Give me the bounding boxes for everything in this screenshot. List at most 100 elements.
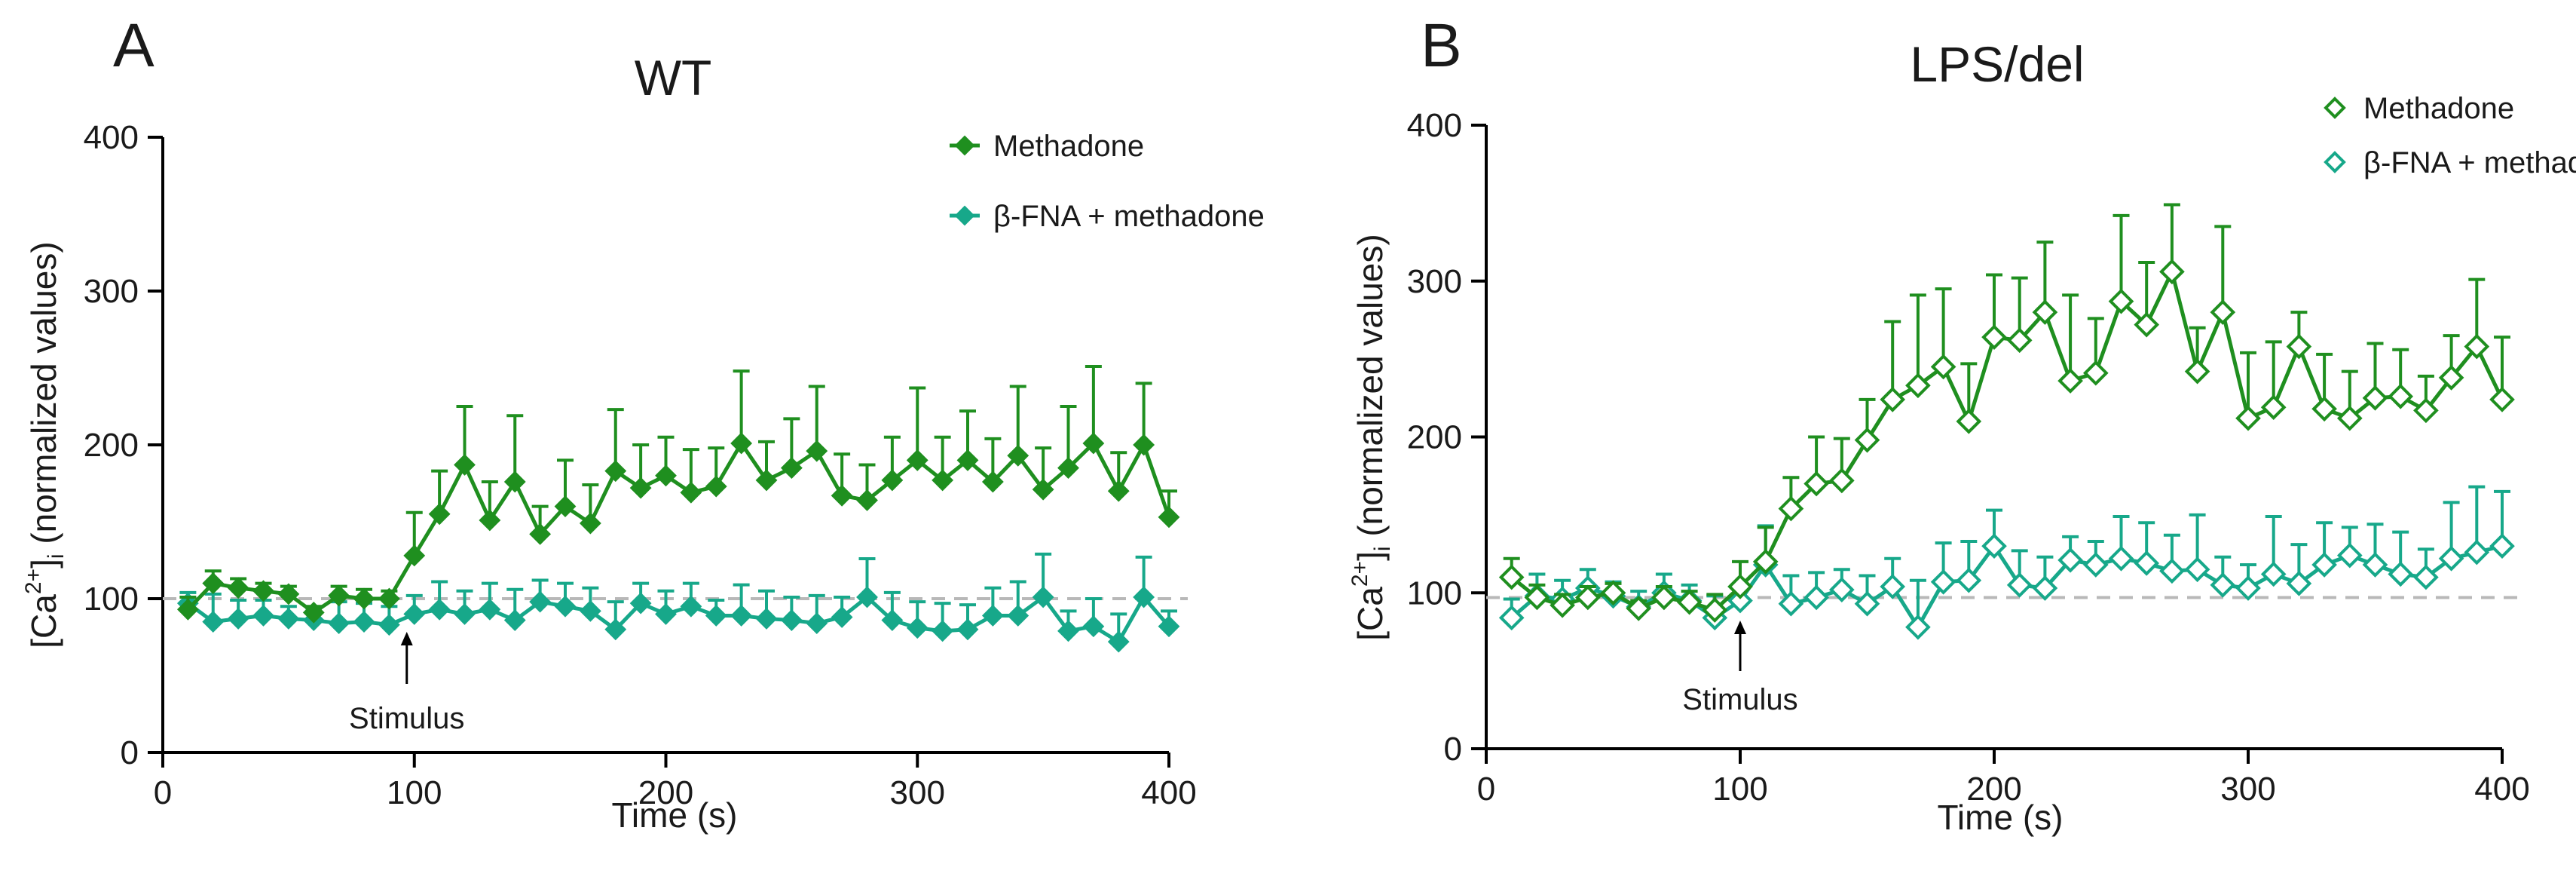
data-point <box>1032 478 1054 501</box>
data-point <box>604 618 627 641</box>
data-point <box>856 586 878 608</box>
panel-b: B LPS/del 0 100 200 300 400 0 100 200 300 400 St… <box>1348 11 2576 837</box>
data-point <box>1956 567 1982 593</box>
series-layer-b <box>1498 203 2515 640</box>
data-point <box>1854 590 1880 617</box>
data-point <box>529 590 552 613</box>
data-point <box>2032 299 2058 325</box>
series-layer-a <box>176 364 1180 653</box>
data-point <box>2057 368 2083 394</box>
data-point <box>2311 396 2337 422</box>
x-axis-label-a: Time (s) <box>612 795 738 835</box>
y-tick-label: 400 <box>84 119 139 156</box>
data-point <box>2286 571 2312 596</box>
y-axis-label-subscript: i <box>44 553 69 559</box>
data-point <box>881 609 904 631</box>
data-point <box>1702 597 1728 623</box>
data-point <box>856 489 878 511</box>
data-point <box>2032 575 2058 601</box>
data-point <box>2464 539 2490 566</box>
data-point <box>2438 545 2464 572</box>
data-point <box>454 602 476 625</box>
x-tick-label: 200 <box>1966 771 2021 808</box>
data-point <box>1804 584 1829 611</box>
y-axis-label-a: [Ca2+]i (normalized values) <box>21 241 69 648</box>
y-axis-label-part: (normalized values) <box>1351 234 1390 546</box>
data-point <box>780 609 803 631</box>
data-point <box>1930 354 1956 380</box>
y-axis-label-subscript: i <box>1370 546 1395 551</box>
y-axis-label-b: [Ca2+]i (normalized values) <box>1348 234 1395 640</box>
data-point <box>1107 480 1130 502</box>
data-point <box>1600 580 1626 606</box>
y-axis-label-part: ] <box>24 559 63 569</box>
data-point <box>353 611 375 633</box>
legend-item-methadone-a: Methadone <box>950 130 1144 163</box>
legend-label-methadone-b: Methadone <box>2363 92 2514 125</box>
data-point <box>2082 552 2109 578</box>
stimulus-annotation-b: Stimulus <box>1682 621 1798 716</box>
data-point <box>2210 299 2236 325</box>
x-tick-label: 300 <box>890 774 945 811</box>
data-point <box>1727 587 1753 614</box>
legend-marker-methadone-a <box>954 135 975 156</box>
data-point <box>2362 552 2388 578</box>
y-tick-label: 0 <box>1444 731 1462 768</box>
stimulus-arrow-head-a <box>400 632 413 645</box>
data-point <box>1828 467 1855 494</box>
data-point <box>479 509 501 532</box>
data-point <box>579 512 601 535</box>
data-point <box>1626 596 1652 621</box>
data-point <box>629 592 652 615</box>
data-point <box>629 477 652 499</box>
series-methadone <box>1498 203 2515 623</box>
y-tick-label: 400 <box>1407 107 1462 144</box>
data-point <box>328 584 350 607</box>
data-point <box>1778 590 1804 617</box>
data-point <box>1981 324 2007 351</box>
data-point <box>554 595 577 618</box>
x-tick-label: 100 <box>1712 771 1767 808</box>
data-point <box>202 611 225 633</box>
data-point <box>503 609 526 631</box>
data-point <box>378 614 400 636</box>
data-point <box>277 608 300 630</box>
data-point <box>956 618 979 641</box>
data-point <box>2082 360 2109 386</box>
series-methadone <box>176 364 1180 624</box>
y-ticks-b: 0 100 200 300 400 <box>1407 107 1486 768</box>
data-point <box>730 605 753 627</box>
data-point <box>705 475 727 498</box>
y-tick-label: 200 <box>1407 419 1462 456</box>
data-point <box>831 606 853 628</box>
data-point <box>1676 589 1703 615</box>
y-tick-label: 200 <box>84 427 139 464</box>
y-axis-label-part: ] <box>1351 551 1390 561</box>
data-point <box>2336 542 2363 569</box>
x-axis-label-b: Time (s) <box>1938 798 2064 837</box>
series-line <box>186 440 1171 615</box>
chart-title-a: WT <box>635 50 712 106</box>
chart-title-b: LPS/del <box>1910 36 2084 92</box>
data-point <box>353 587 375 610</box>
x-tick-label: 400 <box>2474 771 2529 808</box>
data-point <box>2489 387 2515 412</box>
data-point <box>806 612 828 635</box>
data-point <box>328 612 350 635</box>
data-point <box>906 617 929 639</box>
y-axis-label-part: (normalized values) <box>24 241 63 553</box>
stimulus-label-b: Stimulus <box>1682 683 1797 716</box>
data-point <box>906 449 929 471</box>
panel-letter-b: B <box>1421 11 1462 80</box>
data-point <box>227 608 249 630</box>
x-tick-label: 400 <box>1141 774 1196 811</box>
data-point <box>1651 584 1677 611</box>
data-point <box>2388 561 2414 587</box>
legend-marker-methadone-b <box>2324 97 2346 119</box>
data-point <box>2311 552 2337 578</box>
data-point <box>2184 556 2210 583</box>
data-point <box>2260 561 2287 587</box>
data-point <box>2286 333 2312 360</box>
legend-label-bfna-b: β-FNA + methadone <box>2363 146 2576 179</box>
